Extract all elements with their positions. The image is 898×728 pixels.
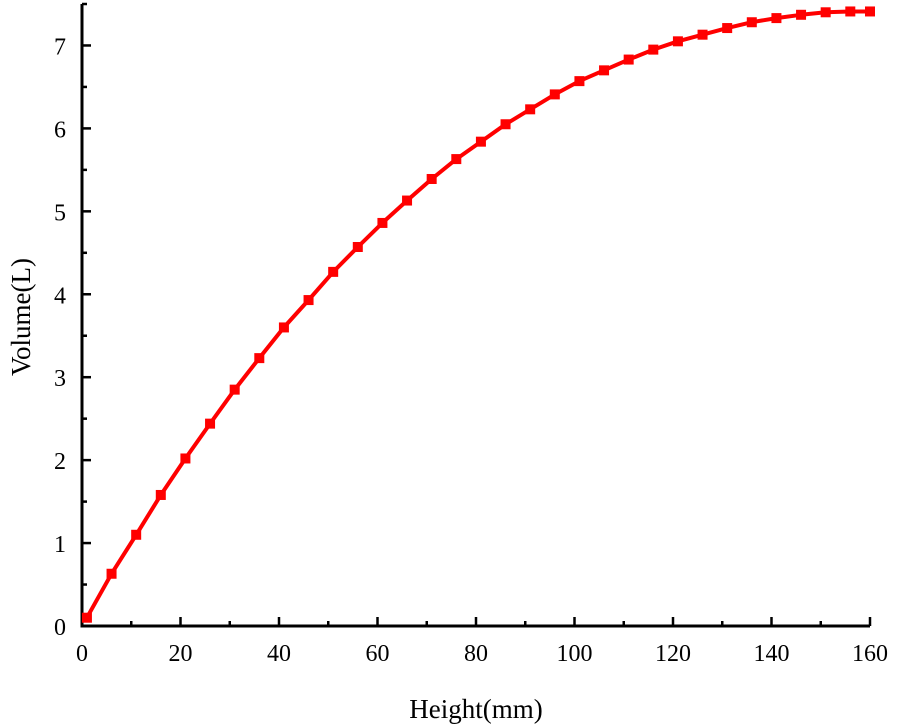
data-point <box>525 104 536 115</box>
data-point <box>845 6 856 17</box>
chart-axes: 0 20 40 60 80 100 120 140 160 0 1 2 3 4 5 6 7 <box>54 2 888 667</box>
y-tick-label: 5 <box>54 200 66 226</box>
data-point <box>796 9 807 20</box>
y-axis-title: Volume(L) <box>6 258 36 376</box>
data-point <box>155 489 166 500</box>
y-tick-label: 2 <box>54 449 66 475</box>
data-point <box>648 44 659 55</box>
y-tick-label: 7 <box>54 34 66 60</box>
series-line <box>84 9 872 620</box>
data-point <box>722 23 733 34</box>
data-point <box>402 195 413 206</box>
data-point <box>574 76 585 87</box>
data-point <box>131 529 142 540</box>
data-point <box>746 17 757 28</box>
data-point <box>81 612 92 623</box>
y-tick-label: 0 <box>54 615 66 641</box>
x-tick-label: 60 <box>366 641 390 667</box>
x-tick-label: 80 <box>464 641 488 667</box>
x-tick-label: 40 <box>267 641 291 667</box>
data-point <box>303 295 314 306</box>
data-point <box>180 453 191 464</box>
x-tick-label: 100 <box>557 641 593 667</box>
data-point <box>475 136 486 147</box>
data-point <box>352 241 363 252</box>
data-point <box>205 418 216 429</box>
data-point <box>106 568 117 579</box>
series-layer <box>81 6 875 623</box>
data-point <box>278 322 289 333</box>
data-point <box>771 13 782 24</box>
x-tick-label: 160 <box>852 641 888 667</box>
data-point <box>672 36 683 47</box>
data-point <box>451 154 462 165</box>
x-tick-label: 140 <box>754 641 790 667</box>
data-point <box>599 65 610 76</box>
y-tick-label: 1 <box>54 532 66 558</box>
y-tick-label: 3 <box>54 366 66 392</box>
x-tick-label: 120 <box>655 641 691 667</box>
y-tick-label: 6 <box>54 117 66 143</box>
data-point <box>426 173 437 184</box>
data-point <box>623 54 634 65</box>
data-point <box>549 89 560 100</box>
y-tick-label: 4 <box>54 283 66 309</box>
data-point <box>697 29 708 40</box>
x-tick-label: 20 <box>169 641 193 667</box>
data-point <box>229 384 240 395</box>
x-tick-label: 0 <box>76 641 88 667</box>
data-point <box>820 7 831 18</box>
data-point <box>377 217 388 228</box>
data-point <box>254 353 265 364</box>
data-point <box>328 266 339 277</box>
data-point <box>500 119 511 130</box>
data-point <box>865 6 875 17</box>
x-axis-title: Height(mm) <box>409 694 542 724</box>
